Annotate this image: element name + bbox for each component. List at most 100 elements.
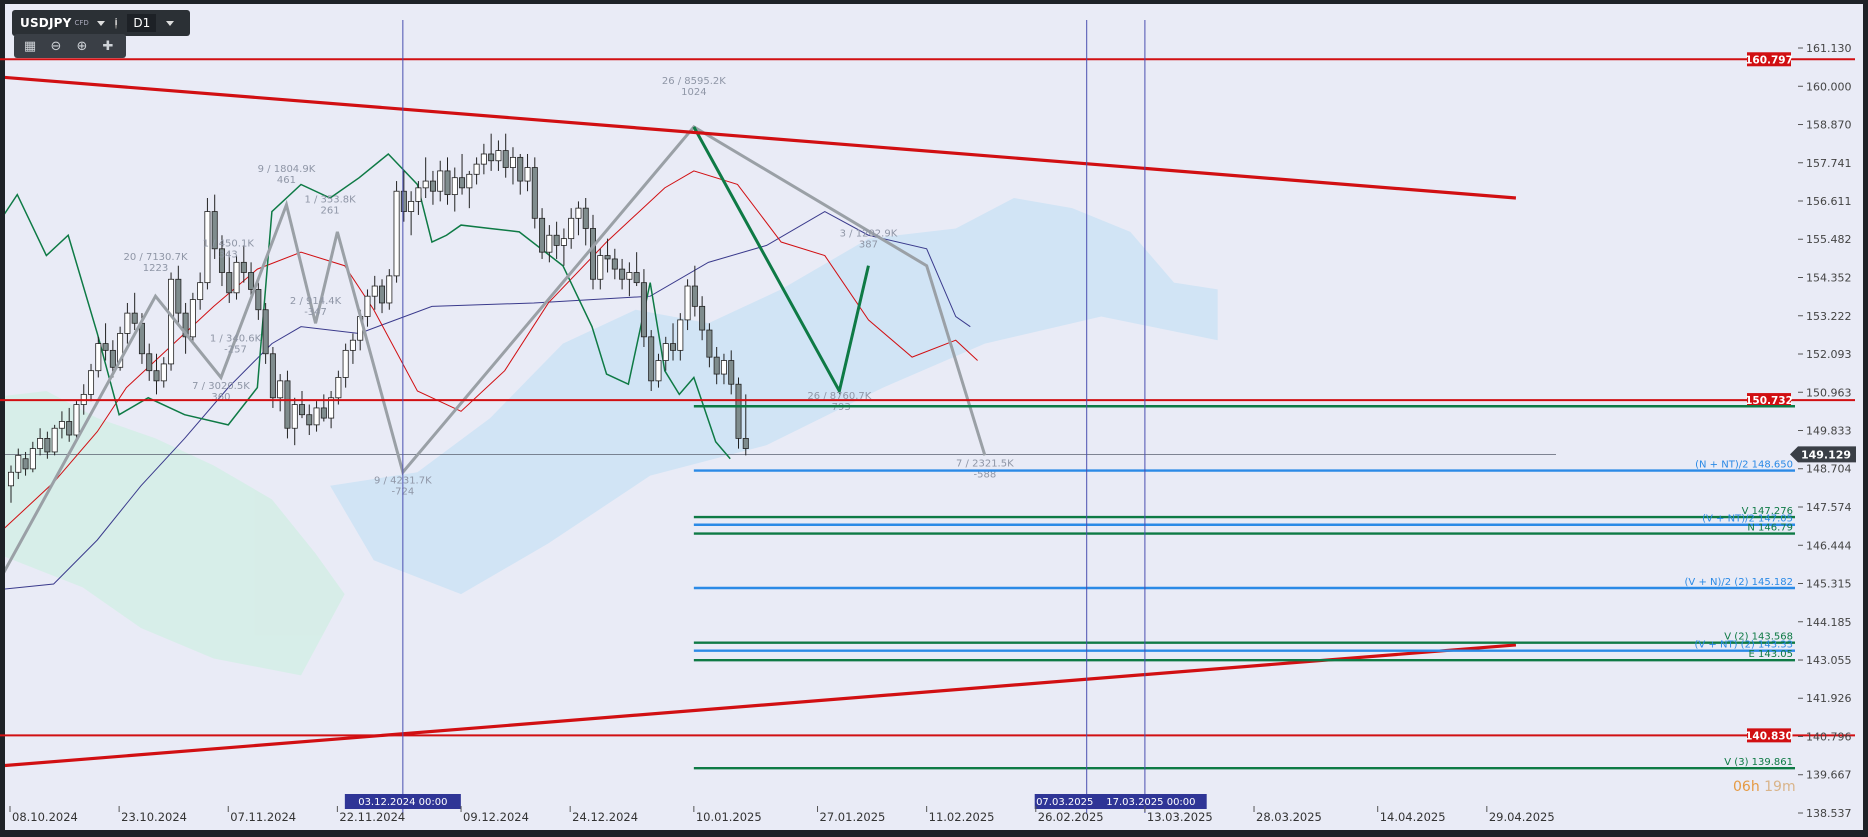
candle[interactable] [146, 343, 153, 381]
candle[interactable] [459, 153, 466, 195]
candle[interactable] [51, 424, 58, 456]
candle[interactable] [408, 191, 415, 236]
candle[interactable] [626, 262, 633, 297]
candle[interactable] [560, 228, 567, 266]
candle[interactable] [604, 238, 611, 273]
candle[interactable] [7, 465, 14, 503]
timeframe-dropdown-icon[interactable] [166, 20, 175, 26]
candle[interactable] [88, 363, 95, 402]
candle[interactable] [444, 157, 451, 205]
candle[interactable] [342, 343, 349, 388]
candle[interactable] [364, 289, 371, 327]
candle[interactable] [262, 302, 269, 364]
candle[interactable] [720, 353, 727, 385]
candle[interactable] [175, 265, 182, 324]
candle[interactable] [204, 198, 211, 290]
candle[interactable] [742, 394, 749, 456]
candle[interactable] [699, 296, 706, 341]
candle[interactable] [269, 346, 276, 408]
candle[interactable] [400, 170, 407, 222]
candle[interactable] [313, 401, 320, 432]
candle[interactable] [662, 336, 669, 371]
candle[interactable] [197, 272, 204, 310]
candle[interactable] [124, 302, 131, 344]
candle[interactable] [706, 323, 713, 368]
candle[interactable] [677, 313, 684, 361]
candle[interactable] [502, 133, 509, 178]
candle[interactable] [735, 377, 742, 449]
candle[interactable] [728, 350, 735, 395]
candle[interactable] [277, 374, 284, 412]
candle[interactable] [291, 397, 298, 446]
candle[interactable] [429, 170, 436, 205]
candle[interactable] [633, 252, 640, 287]
candle[interactable] [437, 160, 444, 202]
candle[interactable] [451, 167, 458, 212]
candle[interactable] [44, 431, 51, 459]
candle[interactable] [575, 201, 582, 236]
candle[interactable] [379, 279, 386, 314]
candle-type-icon[interactable]: ▦ [23, 38, 37, 54]
candle[interactable] [15, 448, 22, 480]
candle[interactable] [218, 235, 225, 287]
symbol-label[interactable]: USDJPY [20, 16, 72, 30]
candle[interactable] [473, 157, 480, 185]
candle[interactable] [320, 394, 327, 422]
candle[interactable] [160, 357, 167, 388]
candle[interactable] [393, 181, 400, 283]
candle[interactable] [568, 208, 575, 249]
trend-line[interactable] [0, 75, 1517, 200]
candle[interactable] [582, 198, 589, 246]
candle[interactable] [168, 272, 175, 371]
candle[interactable] [102, 323, 109, 361]
candle[interactable] [531, 157, 538, 229]
candle[interactable] [480, 143, 487, 175]
candle[interactable] [95, 336, 102, 378]
candle[interactable] [691, 265, 698, 317]
candle[interactable] [328, 391, 335, 429]
crosshair-icon[interactable]: ✚ [102, 38, 114, 54]
candle[interactable] [415, 181, 422, 215]
candle[interactable] [335, 370, 342, 405]
candle[interactable] [182, 302, 189, 354]
candle[interactable] [509, 147, 516, 185]
candle[interactable] [655, 353, 662, 388]
candle[interactable] [73, 401, 80, 439]
zoom-out-icon[interactable]: ⊖ [50, 38, 62, 54]
candle[interactable] [619, 258, 626, 290]
candle[interactable] [422, 157, 429, 198]
candle[interactable] [131, 292, 138, 331]
candle[interactable] [22, 451, 29, 476]
candle[interactable] [240, 245, 247, 283]
candle[interactable] [640, 269, 647, 347]
zoom-in-icon[interactable]: ⊕ [76, 38, 88, 54]
candle[interactable] [371, 275, 378, 310]
candle[interactable] [590, 214, 597, 290]
candle[interactable] [189, 292, 196, 344]
candle[interactable] [211, 194, 218, 259]
candle[interactable] [66, 407, 73, 442]
symbol-dropdown-icon[interactable] [96, 20, 105, 26]
candle[interactable] [349, 333, 356, 364]
candle[interactable] [611, 248, 618, 280]
candle[interactable] [524, 153, 531, 192]
timeframe-label[interactable]: D1 [127, 14, 157, 32]
candle[interactable] [539, 208, 546, 259]
info-icon[interactable]: i [114, 17, 118, 29]
candle[interactable] [226, 252, 233, 303]
trend-line[interactable] [0, 643, 1517, 768]
candle[interactable] [466, 170, 473, 209]
candle[interactable] [306, 404, 313, 436]
candle[interactable] [713, 346, 720, 385]
candle[interactable] [670, 323, 677, 361]
candle[interactable] [684, 279, 691, 331]
candle[interactable] [386, 269, 393, 310]
candle[interactable] [29, 441, 36, 473]
candle[interactable] [153, 353, 160, 395]
candle[interactable] [284, 370, 291, 439]
candle[interactable] [553, 221, 560, 259]
candle[interactable] [488, 133, 495, 171]
candle[interactable] [37, 428, 44, 456]
